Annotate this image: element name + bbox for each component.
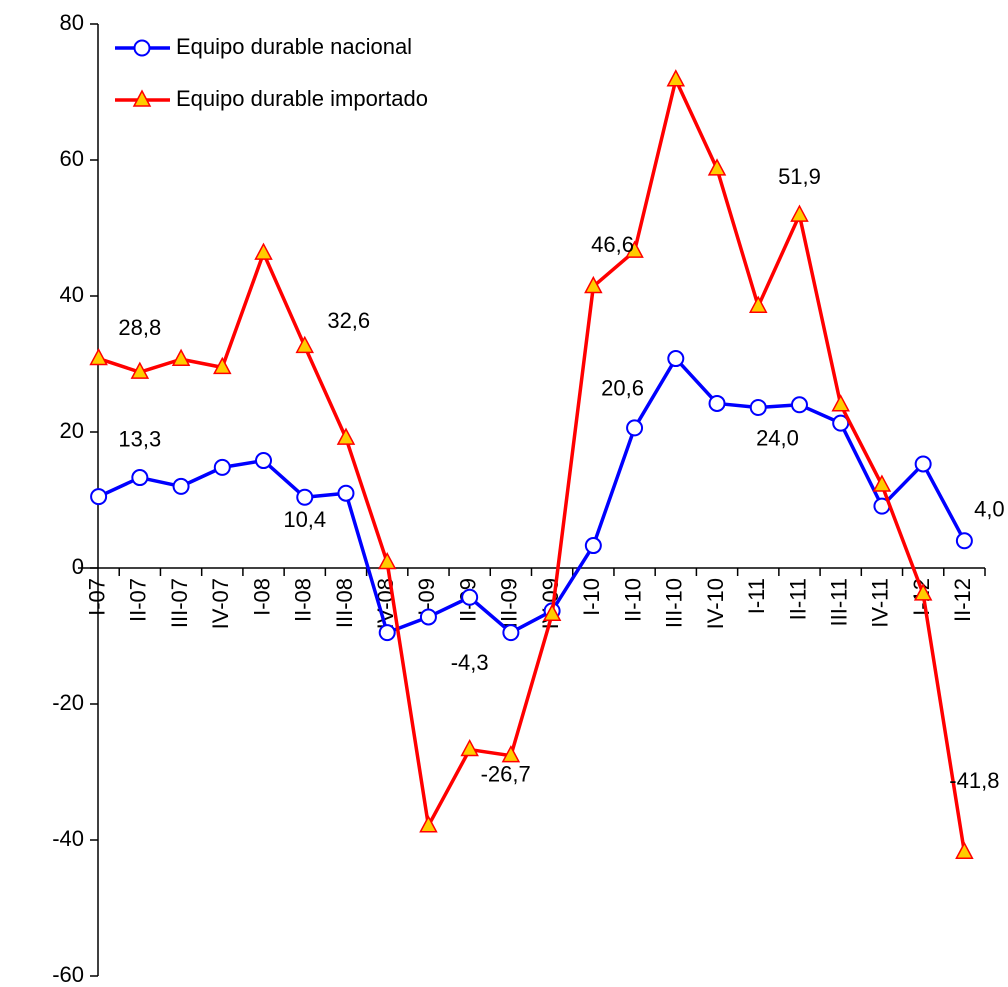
x-tick-label: III-07 xyxy=(167,578,192,628)
data-label: -26,7 xyxy=(481,761,531,786)
point xyxy=(502,624,520,642)
point xyxy=(295,335,314,354)
point xyxy=(955,841,974,859)
point xyxy=(90,488,108,506)
point xyxy=(336,427,356,445)
x-tick-label: II-12 xyxy=(950,578,975,622)
y-tick-label: 40 xyxy=(60,282,84,307)
data-label: 51,9 xyxy=(778,164,821,189)
point xyxy=(667,350,685,368)
point xyxy=(955,532,973,550)
data-label: -4,3 xyxy=(451,650,489,675)
point xyxy=(749,295,768,313)
data-label: 32,6 xyxy=(327,308,370,333)
legend-marker xyxy=(133,39,151,57)
x-tick-label: IV-10 xyxy=(703,578,728,629)
x-tick-label: II-08 xyxy=(291,578,316,622)
point xyxy=(461,588,479,606)
point xyxy=(131,469,149,487)
point xyxy=(625,240,644,258)
data-label: 28,8 xyxy=(118,315,161,340)
x-tick-label: II-07 xyxy=(126,578,151,622)
point xyxy=(213,458,231,476)
point xyxy=(419,815,438,833)
x-tick-label: III-11 xyxy=(827,578,852,627)
point xyxy=(790,396,808,414)
x-tick-label: IV-11 xyxy=(868,578,893,628)
point xyxy=(872,474,892,492)
point xyxy=(666,69,686,87)
series-line xyxy=(97,356,966,635)
point xyxy=(707,158,727,176)
x-tick-label: I-07 xyxy=(84,578,109,616)
point xyxy=(542,603,562,621)
y-tick-label: -40 xyxy=(52,826,84,851)
point xyxy=(419,608,437,626)
point xyxy=(378,624,396,642)
y-tick-label: -60 xyxy=(52,962,84,987)
x-tick-label: III-10 xyxy=(662,578,687,628)
point xyxy=(172,477,190,495)
point xyxy=(501,745,521,763)
x-tick-label: I-11 xyxy=(744,578,769,614)
point xyxy=(213,356,232,375)
x-tick-label: II-11 xyxy=(785,578,810,620)
point xyxy=(89,347,108,366)
point xyxy=(254,242,273,260)
legend-label: Equipo durable nacional xyxy=(176,34,412,59)
y-tick-label: 20 xyxy=(60,418,84,443)
x-tick-label: III-08 xyxy=(332,578,357,628)
point xyxy=(708,394,726,412)
data-label: 10,4 xyxy=(283,507,326,532)
point xyxy=(337,484,355,502)
y-tick-label: 80 xyxy=(60,10,84,35)
point xyxy=(914,455,932,473)
legend-marker xyxy=(132,89,152,107)
point xyxy=(296,488,314,506)
x-tick-label: III-09 xyxy=(497,578,522,628)
x-tick-label: I-10 xyxy=(579,578,604,616)
data-label: 4,0 xyxy=(974,497,1005,522)
point xyxy=(626,419,644,437)
point xyxy=(171,348,191,366)
point xyxy=(749,399,767,417)
y-tick-label: 60 xyxy=(60,146,84,171)
data-label: 24,0 xyxy=(756,426,799,451)
point xyxy=(255,452,273,470)
x-tick-label: IV-07 xyxy=(208,578,233,629)
series-line xyxy=(98,78,967,853)
legend-label: Equipo durable importado xyxy=(176,86,428,111)
data-label: 20,6 xyxy=(601,376,644,401)
point xyxy=(584,537,602,555)
y-tick-label: -20 xyxy=(52,690,84,715)
point xyxy=(584,275,603,294)
point xyxy=(130,361,150,379)
data-label: 46,6 xyxy=(591,232,634,257)
data-label: 13,3 xyxy=(118,426,161,451)
point xyxy=(377,551,397,570)
point xyxy=(790,204,809,222)
x-tick-label: II-10 xyxy=(620,578,645,622)
point xyxy=(460,738,479,757)
point xyxy=(913,583,933,601)
point xyxy=(831,394,850,412)
x-tick-label: I-08 xyxy=(249,578,274,616)
data-label: -41,8 xyxy=(949,768,999,793)
y-tick-label: 0 xyxy=(72,554,84,579)
